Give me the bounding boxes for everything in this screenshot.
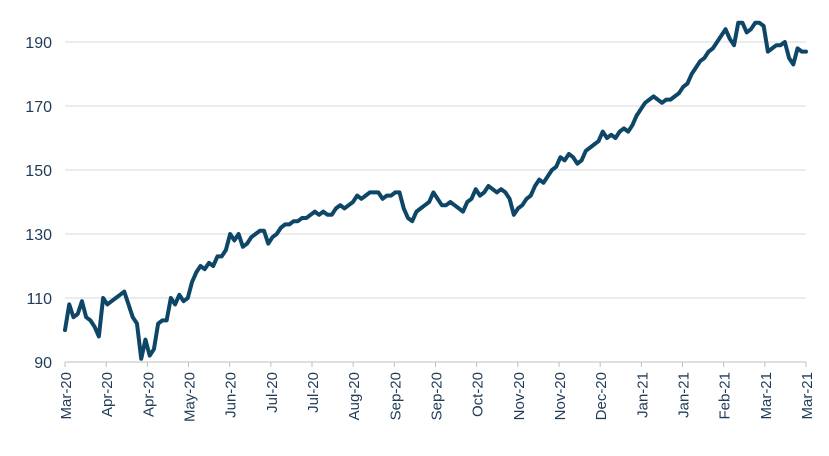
x-axis-ticks [64, 362, 807, 367]
y-axis-tick-labels: 90 110 130 150 170 190 [25, 35, 52, 372]
series-line [63, 20, 808, 361]
y-tick-label: 190 [25, 35, 52, 52]
x-tick-label: Apr-20 [140, 372, 157, 417]
y-tick-label: 130 [25, 227, 52, 244]
x-tick-label: Aug-20 [346, 372, 363, 420]
x-tick-label: Jul-20 [305, 372, 322, 413]
x-tick-label: Nov-20 [552, 372, 569, 420]
x-tick-label: Dec-20 [593, 372, 610, 420]
x-axis-tick-labels: Mar-20 Apr-20 Apr-20 May-20 Jun-20 Jul-20 Jul-… [58, 372, 816, 422]
x-tick-label: Mar-21 [799, 372, 816, 420]
grid-lines [65, 41, 806, 299]
x-tick-label: Sep-20 [429, 372, 446, 420]
x-tick-label: Jun-20 [223, 372, 240, 418]
x-tick-label: Jan-21 [634, 372, 651, 418]
y-tick-label: 150 [25, 163, 52, 180]
y-tick-label: 110 [26, 291, 52, 308]
x-tick-label: Mar-21 [758, 372, 775, 420]
x-tick-label: Feb-21 [717, 372, 734, 420]
x-tick-label: Oct-20 [470, 372, 487, 417]
x-tick-label: Nov-20 [511, 372, 528, 420]
x-tick-label: Jan-21 [676, 372, 693, 418]
x-tick-label: Apr-20 [99, 372, 116, 417]
y-tick-label: 90 [34, 355, 52, 372]
x-tick-label: Jul-20 [264, 372, 281, 413]
x-tick-label: Sep-20 [387, 372, 404, 420]
x-tick-label: Mar-20 [58, 372, 75, 420]
x-tick-label: May-20 [182, 372, 199, 422]
y-tick-label: 170 [25, 99, 52, 116]
